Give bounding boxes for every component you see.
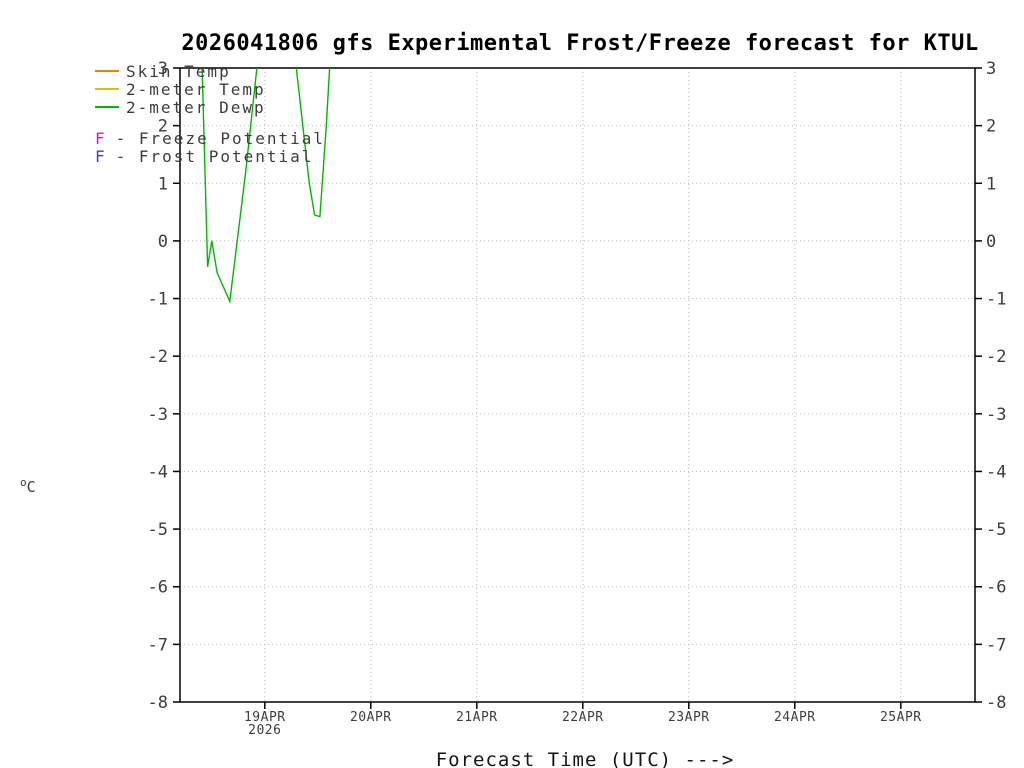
y-axis-unit-label: oC [20,476,36,496]
2m-temp-legend-label: 2-meter Temp [126,79,266,99]
svg-text:20APR: 20APR [350,710,392,725]
svg-text:-4: -4 [148,462,168,482]
2m-dewp-legend-label: 2-meter Dewp [126,97,266,117]
svg-text:24APR: 24APR [774,710,816,725]
frost-potential-legend: F - Frost Potential [95,147,325,166]
skin-temp-line-swatch [95,70,119,72]
y-axis-unit-main: C [26,478,36,496]
svg-text:23APR: 23APR [668,710,710,725]
svg-text:-8: -8 [148,693,168,713]
svg-text:1: 1 [158,174,168,194]
svg-text:22APR: 22APR [562,710,604,725]
legend-item-2m-dewp: 2-meter Dewp [95,97,266,117]
potential-flags-legend: F - Freeze Potential F - Frost Potential [95,129,326,166]
svg-text:19APR: 19APR [244,710,286,725]
svg-text:-2: -2 [986,347,1006,367]
svg-text:-2: -2 [148,347,168,367]
freeze-potential-letter: F [95,129,107,148]
svg-text:2026: 2026 [248,723,281,738]
svg-text:3: 3 [986,59,996,79]
chart-title: 2026041806 gfs Experimental Frost/Freeze… [181,31,979,56]
svg-text:-7: -7 [148,635,168,655]
x-axis-label: Forecast Time (UTC) ---> [435,749,735,768]
svg-text:-1: -1 [148,290,168,310]
frost-potential-letter: F [95,147,107,166]
2m-temp-line-swatch [95,88,119,90]
2m-dewp-line-swatch [95,106,119,108]
svg-text:25APR: 25APR [880,710,922,725]
svg-text:-4: -4 [986,462,1006,482]
y-axis-unit-sup: o [20,476,27,489]
svg-text:21APR: 21APR [456,710,498,725]
skin-temp-legend-label: Skin Temp [126,61,231,81]
svg-text:2: 2 [986,117,996,137]
svg-text:0: 0 [986,232,996,252]
svg-text:-6: -6 [148,578,168,598]
svg-text:0: 0 [158,232,168,252]
chart-legend: Skin Temp 2-meter Temp 2-meter Dewp [95,61,266,117]
svg-text:-3: -3 [148,405,168,425]
frost-potential-label: - Frost Potential [115,147,314,166]
svg-text:-7: -7 [986,635,1006,655]
svg-text:-5: -5 [148,520,168,540]
freeze-potential-legend: F - Freeze Potential [95,129,326,148]
freeze-potential-label: - Freeze Potential [115,129,326,148]
svg-text:-6: -6 [986,578,1006,598]
svg-text:-3: -3 [986,405,1006,425]
svg-text:2: 2 [158,117,168,137]
svg-text:-1: -1 [986,290,1006,310]
legend-item-2m-temp: 2-meter Temp [95,79,266,99]
legend-item-skin-temp: Skin Temp [95,61,266,81]
svg-text:1: 1 [986,174,996,194]
svg-text:3: 3 [158,59,168,79]
svg-text:-5: -5 [986,520,1006,540]
svg-text:-8: -8 [986,693,1006,713]
